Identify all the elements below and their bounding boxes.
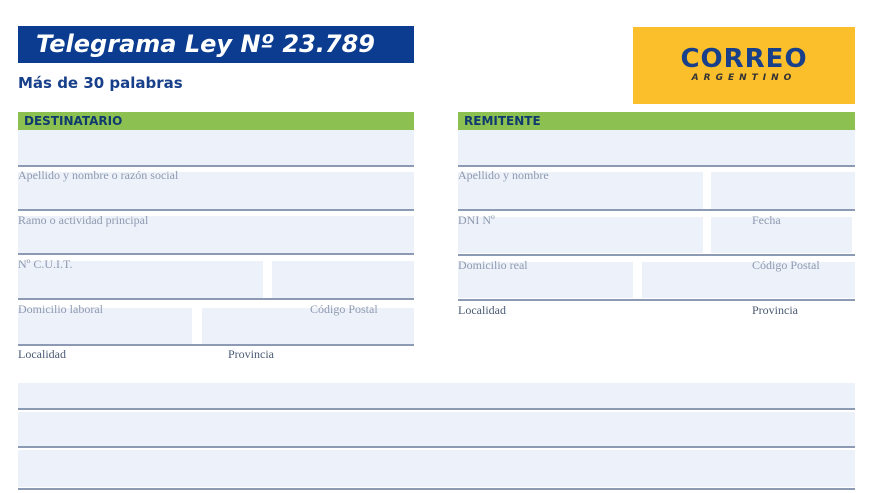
rem-dni-label: DNI Nº [458, 213, 495, 227]
logo-main-text: CORREO [680, 44, 808, 74]
divider [458, 209, 855, 211]
dest-localidad-label: Localidad [18, 347, 66, 361]
divider [18, 446, 855, 448]
divider [458, 254, 855, 256]
rem-dni-field[interactable] [458, 172, 703, 209]
dest-cuit-label: Nº C.U.I.T. [18, 257, 73, 271]
message-line-3[interactable] [18, 450, 855, 487]
remitente-header: REMITENTE [458, 112, 855, 130]
destinatario-header: DESTINATARIO [18, 112, 414, 130]
message-line-1[interactable] [18, 383, 855, 408]
rem-domicilio-field[interactable] [458, 217, 703, 253]
rem-cp-field[interactable] [711, 217, 852, 253]
dest-cp-label: Código Postal [310, 302, 378, 316]
message-line-2[interactable] [18, 412, 855, 446]
dest-provincia-field[interactable] [202, 308, 414, 344]
correo-argentino-logo: CORREO ARGENTINO [633, 27, 855, 104]
divider [18, 408, 855, 410]
divider [458, 165, 855, 167]
dest-cuit-field[interactable] [18, 261, 263, 298]
dest-field-1[interactable] [18, 130, 414, 165]
dest-domicilio-label: Domicilio laboral [18, 302, 103, 316]
rem-fecha-label: Fecha [752, 213, 781, 227]
rem-localidad-label: Localidad [458, 303, 506, 317]
rem-localidad-field[interactable] [458, 262, 633, 298]
dest-name-field[interactable] [18, 172, 414, 209]
divider [18, 253, 414, 255]
rem-provincia-field[interactable] [642, 262, 855, 298]
divider [18, 209, 414, 211]
divider [18, 165, 414, 167]
dest-ramo-field[interactable] [18, 216, 414, 253]
form-title: Telegrama Ley Nº 23.789 [18, 26, 414, 63]
dest-ramo-label: Ramo o actividad principal [18, 213, 149, 227]
logo-sub-text: ARGENTINO [691, 73, 797, 83]
rem-name-label: Apellido y nombre [458, 168, 549, 182]
rem-domicilio-label: Domicilio real [458, 258, 528, 272]
divider [18, 298, 414, 300]
dest-provincia-label: Provincia [228, 347, 274, 361]
rem-fecha-field[interactable] [711, 172, 855, 209]
divider [18, 344, 414, 346]
rem-provincia-label: Provincia [752, 303, 798, 317]
form-subtitle: Más de 30 palabras [18, 74, 183, 92]
rem-field-1[interactable] [458, 130, 855, 165]
rem-cp-label: Código Postal [752, 258, 820, 272]
dest-name-label: Apellido y nombre o razón social [18, 168, 179, 182]
dest-cuit-field-2[interactable] [272, 261, 414, 298]
divider [458, 299, 855, 301]
dest-localidad-field[interactable] [18, 308, 192, 344]
divider [18, 488, 855, 490]
